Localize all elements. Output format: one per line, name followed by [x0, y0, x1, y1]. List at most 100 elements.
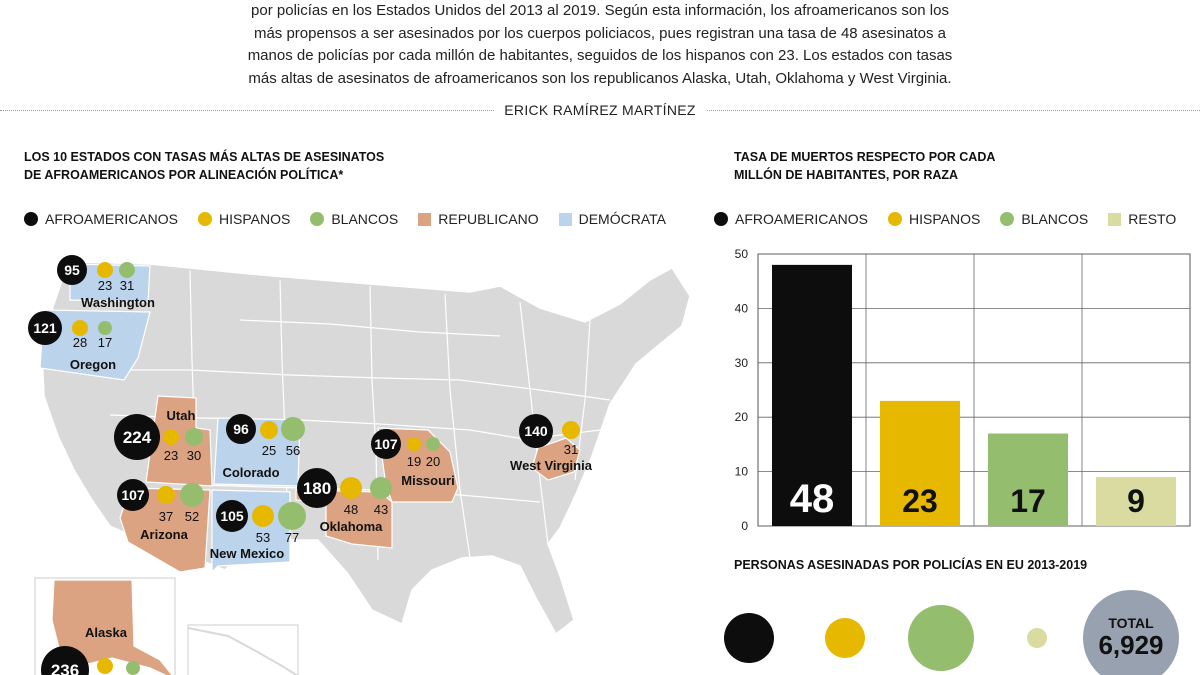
bar-value-labels: 48 23 17 9	[790, 477, 1145, 521]
legend-blancos: BLANCOS	[310, 211, 398, 227]
hispanos-dot-icon	[888, 212, 903, 226]
hispanos-bubble-oregon	[72, 320, 88, 336]
us-map: Washington 95 23 31 Oregon 121 28 17 Utah 224 23 30…	[28, 255, 691, 675]
legend-afro: AFROAMERICANOS	[24, 211, 178, 227]
hawaii-inset-frame	[187, 624, 299, 675]
afro-bubble-arizona	[117, 479, 149, 511]
afro-bubble-washington	[57, 255, 87, 285]
byline: ERICK RAMÍREZ MARTÍNEZ	[0, 102, 1200, 118]
afro-dot-icon	[714, 212, 728, 226]
hispanos-value-washington: 23	[98, 278, 112, 293]
afro-bubble-west-virginia	[519, 414, 553, 448]
map-legend: AFROAMERICANOS HISPANOS BLANCOS REPUBLIC…	[24, 211, 686, 227]
blancos-bubble-oregon	[98, 321, 112, 335]
bar-y-tick-label: 20	[735, 410, 749, 424]
bar-afroamericanos	[772, 264, 852, 526]
legend-hispanos-label: HISPANOS	[219, 211, 291, 227]
intro-line-2: más propensos a ser asesinados por los c…	[253, 24, 947, 42]
hispanos-bubble-colorado	[260, 421, 278, 439]
afro-value-alaska: 236	[51, 661, 79, 675]
bar-legend-afro: AFROAMERICANOS	[714, 211, 868, 227]
bar-legend: AFROAMERICANOS HISPANOS BLANCOS RESTO	[714, 211, 1196, 227]
state-label-missouri: Missouri	[401, 473, 454, 488]
bar-resto	[1096, 477, 1176, 526]
resto-square-icon	[1108, 212, 1122, 226]
hispanos-bubble-oklahoma	[340, 477, 362, 499]
bar-y-tick-label: 50	[735, 247, 749, 261]
state-label-colorado: Colorado	[222, 465, 279, 480]
state-bubbles: Washington 95 23 31 Oregon 121 28 17 Utah 224 23 30…	[28, 255, 593, 675]
afro-bubble-new-mexico	[216, 500, 248, 532]
bar-value-label: 48	[790, 477, 835, 521]
afro-value-west-virginia: 140	[524, 423, 548, 439]
afro-value-missouri: 107	[374, 436, 398, 452]
persons-afro-circle	[724, 613, 774, 663]
state-label-new-mexico: New Mexico	[210, 546, 284, 561]
persons-blancos-circle	[908, 605, 974, 671]
persons-total-circle	[1083, 590, 1179, 675]
blancos-dot-icon	[1000, 212, 1015, 226]
blancos-value-utah: 30	[187, 448, 201, 463]
hispanos-bubble-arizona	[157, 486, 175, 504]
bar-y-tick-label: 30	[735, 356, 749, 370]
hispanos-value-oregon: 28	[73, 335, 87, 350]
state-label-alaska: Alaska	[85, 625, 128, 640]
bar-y-tick-label: 10	[735, 465, 749, 479]
blancos-value-oregon: 17	[98, 335, 112, 350]
byline-text: ERICK RAMÍREZ MARTÍNEZ	[494, 102, 706, 118]
blancos-value-colorado: 56	[286, 443, 300, 458]
bar-title-line-2: MILLÓN DE HABITANTES, POR RAZA	[734, 168, 959, 182]
blancos-value-arizona: 52	[185, 509, 199, 524]
hispanos-bubble-utah	[163, 429, 179, 445]
blancos-dot-icon	[310, 212, 325, 226]
blancos-bubble-new-mexico	[278, 502, 306, 530]
state-arizona-shape	[119, 487, 211, 573]
afro-value-arizona: 107	[121, 487, 145, 503]
afro-dot-icon	[24, 212, 38, 226]
state-alaska-shape	[51, 579, 173, 675]
bar-legend-blancos-label: BLANCOS	[1021, 211, 1089, 227]
state-label-arizona: Arizona	[140, 527, 188, 542]
afro-value-washington: 95	[64, 262, 80, 278]
state-west-virginia-shape	[531, 437, 581, 481]
intro-text: por policías en los Estados Unidos del 2…	[0, 0, 1200, 90]
hispanos-value-missouri: 19	[407, 454, 421, 469]
legend-hispanos: HISPANOS	[198, 211, 290, 227]
blancos-bubble-washington	[119, 262, 135, 278]
bar-marks	[772, 264, 1176, 526]
bar-chart: 0 10 20 30 40 50 48 23 17 9	[735, 247, 1191, 533]
blancos-value-oklahoma: 43	[374, 502, 388, 517]
legend-democrata: DEMÓCRATA	[558, 211, 666, 227]
state-label-oregon: Oregon	[70, 357, 116, 372]
blancos-bubble-alaska	[126, 661, 140, 675]
persons-total-label: TOTAL	[1108, 615, 1154, 631]
alaska-inset-frame	[34, 577, 176, 675]
bar-y-tick-label: 40	[735, 301, 749, 315]
blancos-bubble-arizona	[180, 483, 204, 507]
state-utah-shape	[145, 395, 213, 487]
intro-line-3: manos de policías por cada millón de hab…	[247, 47, 953, 64]
afro-bubble-missouri	[371, 429, 401, 459]
bar-legend-afro-label: AFROAMERICANOS	[735, 211, 869, 227]
intro-line-1: por policías en los Estados Unidos del 2…	[251, 2, 949, 19]
blancos-value-missouri: 20	[426, 454, 440, 469]
persons-hispanos-circle	[825, 618, 865, 658]
state-oregon-shape	[39, 309, 151, 381]
persons-circles: TOTAL 6,929	[724, 590, 1179, 675]
afro-value-oregon: 121	[33, 320, 57, 336]
bar-y-tick-label: 0	[741, 519, 748, 533]
bar-legend-hispanos-label: HISPANOS	[909, 211, 981, 227]
bar-legend-hispanos: HISPANOS	[888, 211, 980, 227]
bar-title: TASA DE MUERTOS RESPECTO POR CADA MILLÓN…	[734, 148, 995, 184]
hispanos-value-arizona: 37	[159, 509, 173, 524]
afro-bubble-oregon	[28, 311, 62, 345]
afro-bubble-utah	[114, 414, 160, 460]
bar-legend-resto: RESTO	[1108, 211, 1176, 227]
hispanos-bubble-missouri	[407, 437, 421, 451]
bar-hispanos	[880, 400, 960, 526]
hispanos-value-colorado: 25	[262, 443, 276, 458]
democrata-square-icon	[558, 212, 572, 226]
afro-value-new-mexico: 105	[220, 508, 244, 524]
blancos-bubble-utah	[185, 428, 203, 446]
blancos-bubble-missouri	[426, 437, 440, 451]
